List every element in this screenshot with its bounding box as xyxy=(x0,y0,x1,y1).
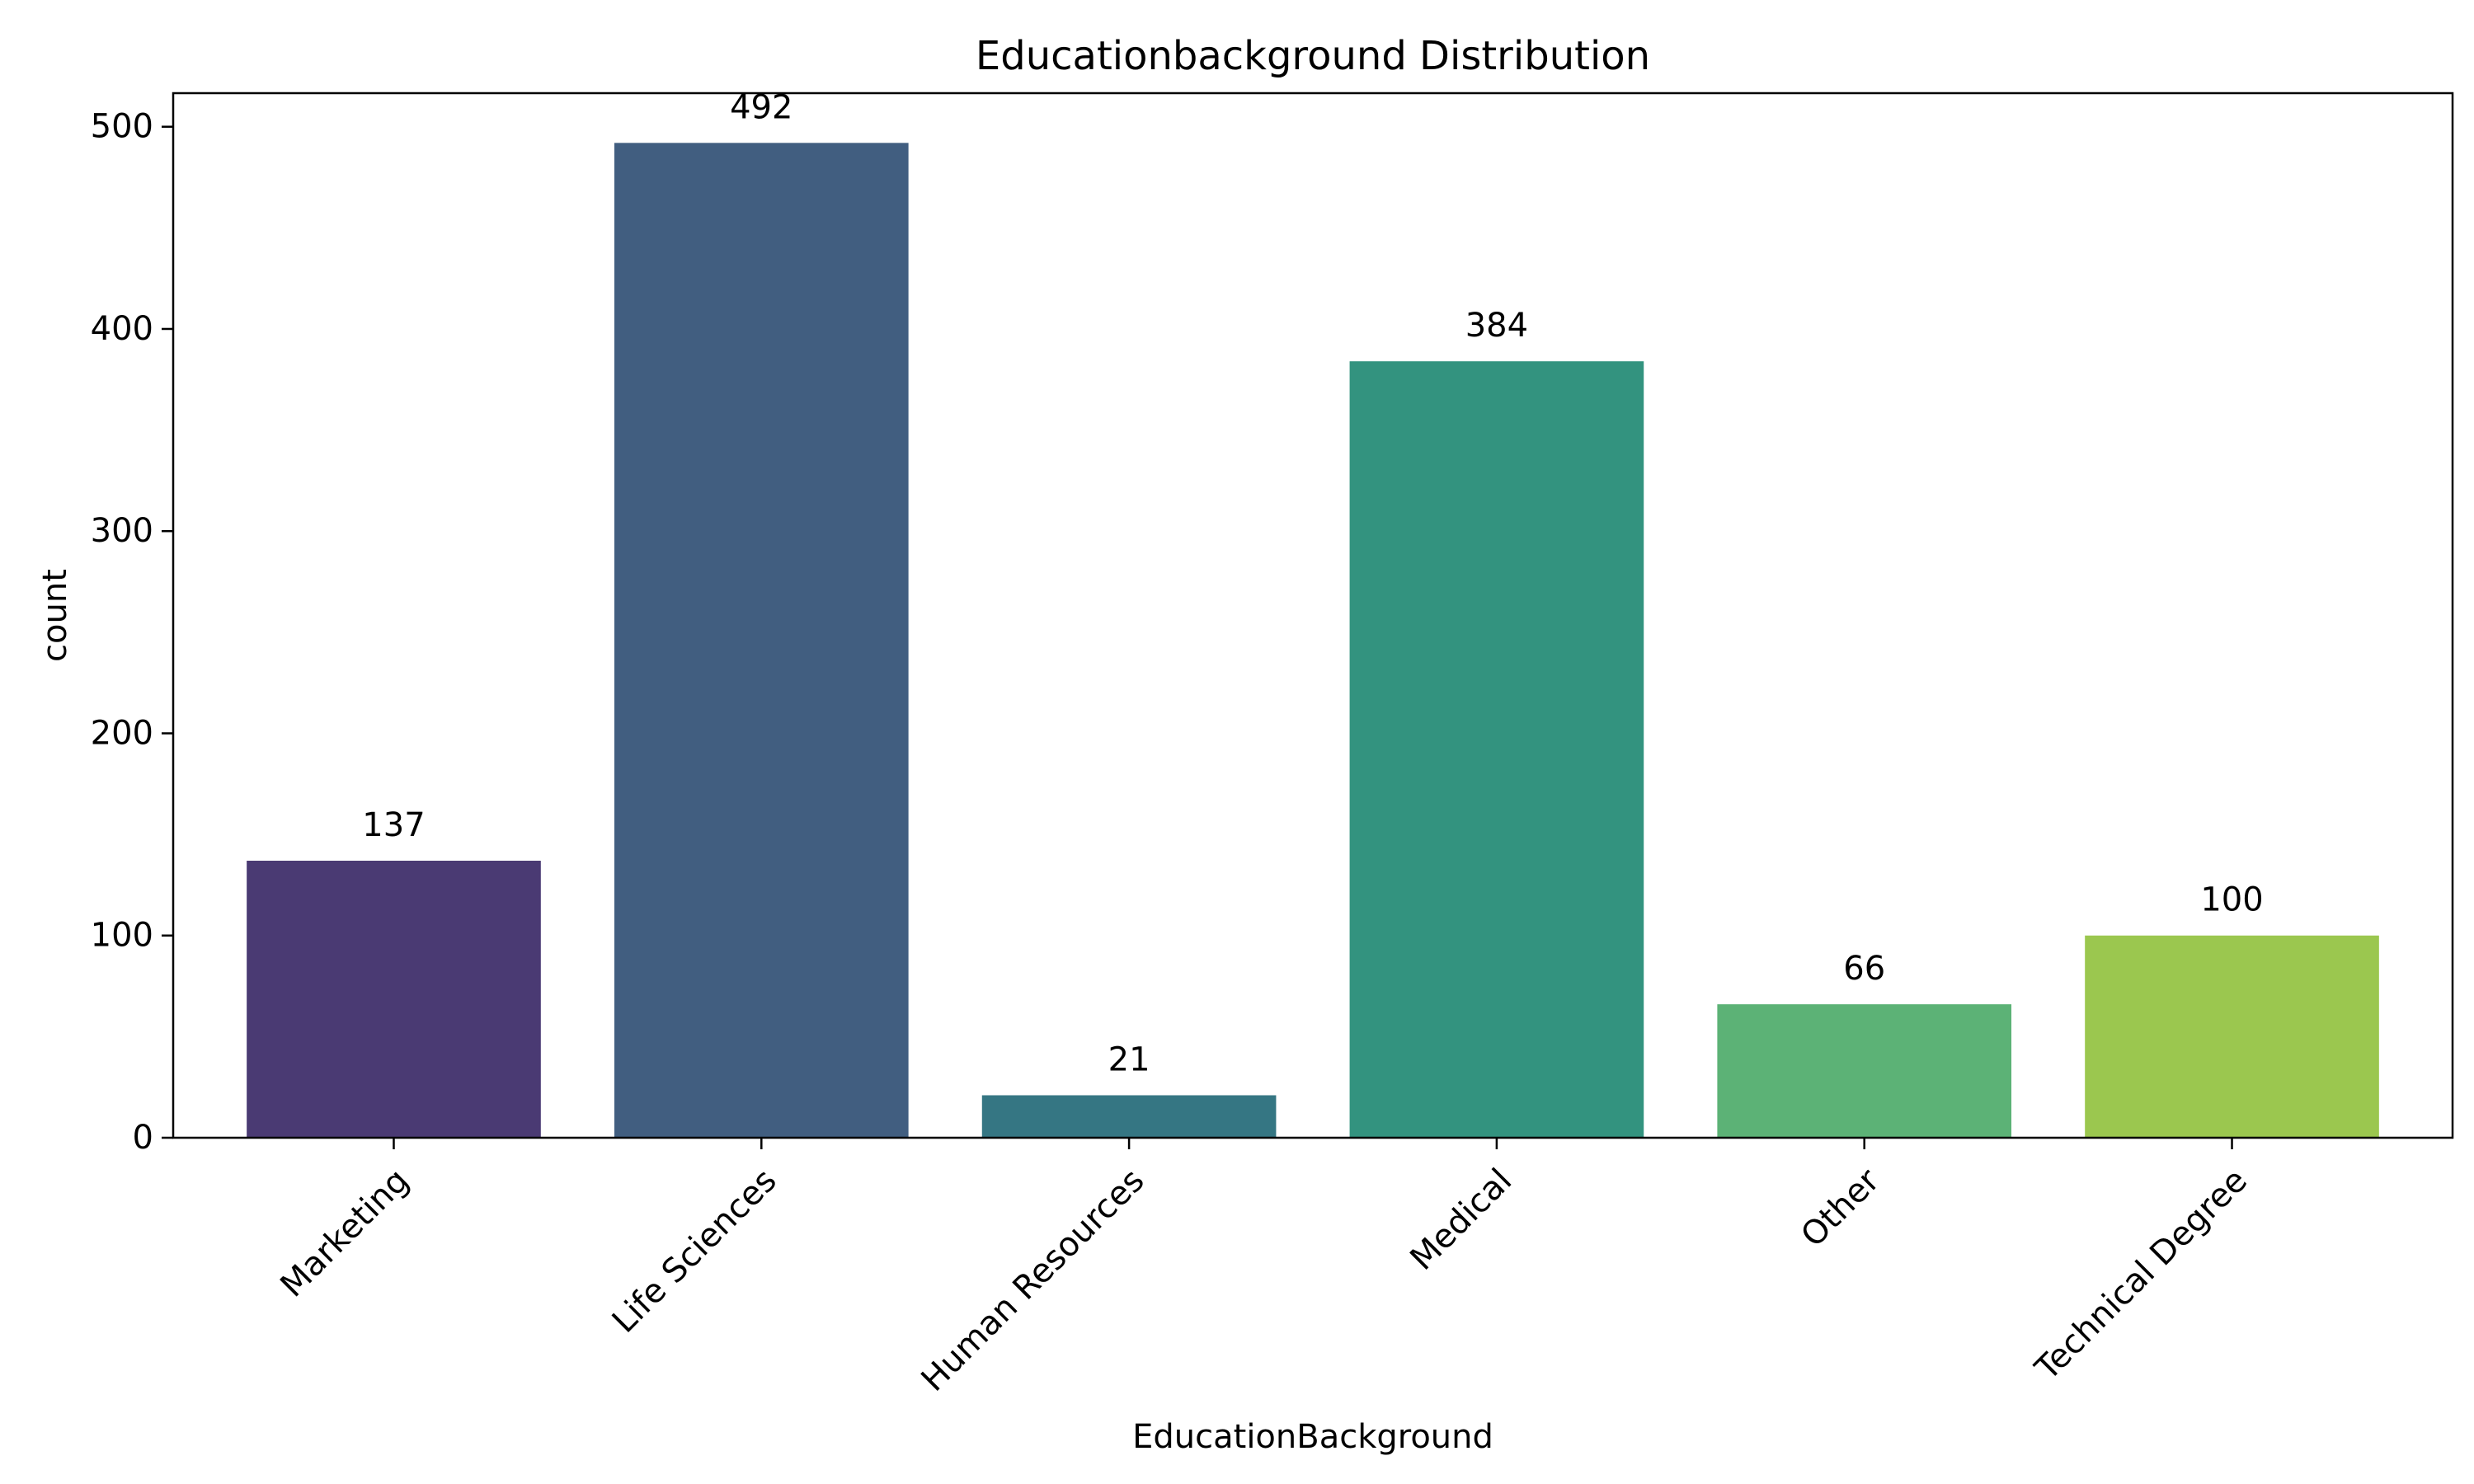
y-tick-label: 200 xyxy=(91,714,153,752)
bar-technical-degree xyxy=(2085,935,2379,1138)
bar-human-resources xyxy=(981,1095,1277,1138)
y-axis-label: count xyxy=(36,569,74,662)
y-tick-label: 0 xyxy=(133,1119,153,1157)
plot-frame xyxy=(172,92,2454,1139)
bars xyxy=(247,143,2379,1138)
bar-medical xyxy=(1349,361,1644,1138)
y-tick-label: 300 xyxy=(91,512,153,550)
bar-value-label: 21 xyxy=(1108,1040,1150,1078)
y-tick-label: 500 xyxy=(91,108,153,146)
y-tick-label: 400 xyxy=(91,310,153,348)
bar-value-label: 137 xyxy=(362,806,425,844)
y-axis: 0 100 200 300 400 500 xyxy=(91,108,173,1157)
bar-value-label: 492 xyxy=(730,88,793,126)
bar-value-label: 100 xyxy=(2200,881,2263,919)
bar-other xyxy=(1717,1004,2012,1138)
x-axis-label: EducationBackground xyxy=(1132,1418,1493,1456)
bar-labels: 137 492 21 384 66 100 xyxy=(362,88,2263,1078)
bar-value-label: 384 xyxy=(1465,307,1528,345)
bar-value-label: 66 xyxy=(1843,950,1885,988)
bar-marketing xyxy=(247,860,541,1138)
chart-title: Educationbackground Distribution xyxy=(976,33,1650,79)
bar-life-sciences xyxy=(614,143,909,1138)
y-tick-label: 100 xyxy=(91,917,153,955)
